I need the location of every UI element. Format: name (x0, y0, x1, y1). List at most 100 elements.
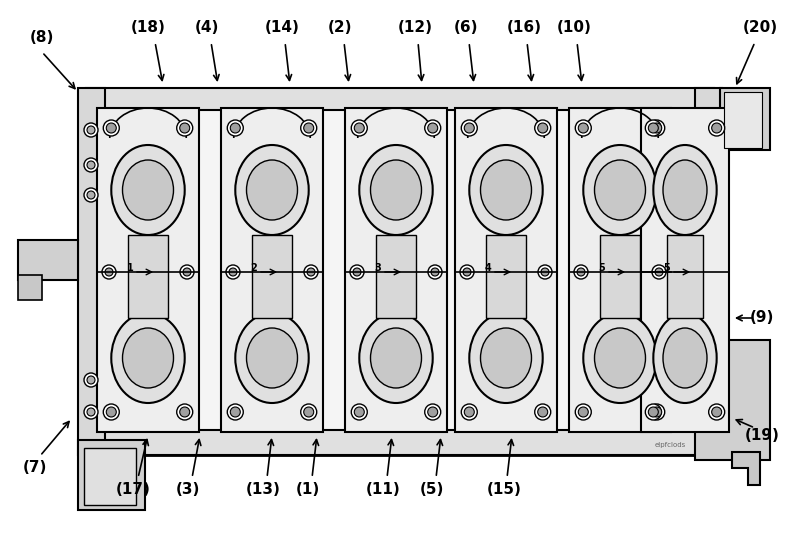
Polygon shape (18, 240, 78, 280)
Polygon shape (78, 440, 145, 510)
Polygon shape (18, 275, 42, 300)
Ellipse shape (538, 123, 548, 133)
Ellipse shape (646, 120, 662, 136)
Ellipse shape (428, 123, 438, 133)
Ellipse shape (227, 120, 243, 136)
Ellipse shape (594, 328, 646, 388)
Ellipse shape (652, 123, 662, 133)
Ellipse shape (654, 313, 717, 403)
Polygon shape (128, 235, 168, 318)
Ellipse shape (350, 265, 364, 279)
Text: (1): (1) (296, 482, 320, 498)
Ellipse shape (462, 120, 478, 136)
Ellipse shape (235, 145, 309, 235)
Polygon shape (84, 448, 136, 505)
Text: (15): (15) (486, 482, 522, 498)
Text: (13): (13) (246, 482, 281, 498)
Ellipse shape (235, 313, 309, 403)
Ellipse shape (102, 265, 116, 279)
Ellipse shape (712, 123, 722, 133)
Ellipse shape (428, 407, 438, 417)
Ellipse shape (84, 188, 98, 202)
Ellipse shape (359, 313, 433, 403)
Ellipse shape (534, 404, 550, 420)
Text: 2: 2 (250, 263, 258, 273)
Ellipse shape (649, 404, 665, 420)
Ellipse shape (105, 268, 113, 276)
Polygon shape (78, 88, 105, 455)
Ellipse shape (538, 265, 552, 279)
Ellipse shape (87, 161, 95, 169)
Text: (17): (17) (115, 482, 150, 498)
Text: (11): (11) (366, 482, 400, 498)
Ellipse shape (460, 265, 474, 279)
Ellipse shape (470, 313, 542, 403)
Polygon shape (569, 108, 671, 432)
Ellipse shape (180, 407, 190, 417)
Ellipse shape (654, 145, 717, 235)
Polygon shape (695, 88, 722, 340)
Text: (16): (16) (506, 20, 542, 36)
Ellipse shape (464, 407, 474, 417)
Text: (18): (18) (130, 20, 166, 36)
Ellipse shape (304, 407, 314, 417)
Ellipse shape (574, 265, 588, 279)
Ellipse shape (230, 123, 240, 133)
Text: (10): (10) (557, 20, 591, 36)
Ellipse shape (578, 123, 588, 133)
Ellipse shape (226, 265, 240, 279)
Polygon shape (86, 430, 714, 455)
Polygon shape (345, 108, 447, 432)
Ellipse shape (354, 123, 364, 133)
Ellipse shape (575, 120, 591, 136)
Polygon shape (97, 108, 199, 432)
Ellipse shape (351, 120, 367, 136)
Ellipse shape (84, 373, 98, 387)
Ellipse shape (470, 145, 542, 235)
Ellipse shape (428, 265, 442, 279)
Ellipse shape (538, 407, 548, 417)
Text: (8): (8) (30, 30, 54, 46)
Text: 5: 5 (598, 263, 606, 273)
Text: 1: 1 (126, 263, 134, 273)
Polygon shape (86, 88, 714, 110)
Ellipse shape (709, 120, 725, 136)
Ellipse shape (304, 265, 318, 279)
Ellipse shape (481, 160, 531, 220)
Text: (5): (5) (420, 482, 444, 498)
Ellipse shape (111, 145, 185, 235)
Polygon shape (720, 88, 770, 150)
Ellipse shape (103, 404, 119, 420)
Polygon shape (667, 235, 703, 318)
Ellipse shape (87, 376, 95, 384)
Ellipse shape (578, 407, 588, 417)
Ellipse shape (230, 407, 240, 417)
Ellipse shape (648, 123, 658, 133)
Ellipse shape (122, 160, 174, 220)
Text: (6): (6) (454, 20, 478, 36)
Text: (4): (4) (195, 20, 219, 36)
Polygon shape (376, 235, 416, 318)
Polygon shape (695, 340, 770, 460)
Ellipse shape (87, 126, 95, 134)
Ellipse shape (84, 405, 98, 419)
Ellipse shape (648, 407, 658, 417)
Ellipse shape (583, 145, 657, 235)
Ellipse shape (301, 404, 317, 420)
Ellipse shape (351, 404, 367, 420)
Ellipse shape (541, 268, 549, 276)
Text: (9): (9) (750, 311, 774, 326)
Polygon shape (732, 452, 760, 485)
Ellipse shape (575, 404, 591, 420)
Text: (20): (20) (742, 20, 778, 36)
Polygon shape (600, 235, 640, 318)
Ellipse shape (649, 120, 665, 136)
Polygon shape (78, 88, 718, 455)
Ellipse shape (246, 160, 298, 220)
Ellipse shape (353, 268, 361, 276)
Ellipse shape (431, 268, 439, 276)
Ellipse shape (370, 328, 422, 388)
Ellipse shape (183, 268, 191, 276)
Ellipse shape (464, 123, 474, 133)
Ellipse shape (103, 120, 119, 136)
